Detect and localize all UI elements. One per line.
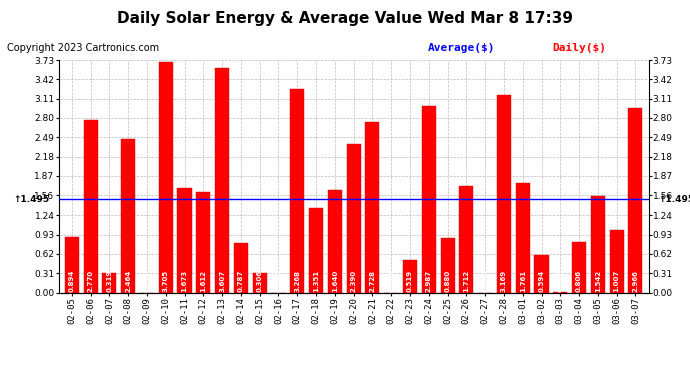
Text: Daily($): Daily($): [552, 43, 606, 53]
Text: 0.806: 0.806: [576, 270, 582, 292]
Text: 0.519: 0.519: [407, 270, 413, 292]
Bar: [328, 190, 342, 292]
Bar: [591, 196, 605, 292]
Text: 2.390: 2.390: [351, 270, 357, 292]
Text: 0.000: 0.000: [144, 270, 150, 292]
Bar: [403, 260, 417, 292]
Text: 2.966: 2.966: [633, 270, 638, 292]
Text: 0.594: 0.594: [538, 270, 544, 292]
Text: Daily Solar Energy & Average Value Wed Mar 8 17:39: Daily Solar Energy & Average Value Wed M…: [117, 11, 573, 26]
Text: 3.268: 3.268: [294, 270, 300, 292]
Text: 1.612: 1.612: [200, 270, 206, 292]
Text: Average($): Average($): [428, 43, 495, 53]
Bar: [102, 273, 117, 292]
Bar: [159, 62, 172, 292]
Bar: [177, 188, 192, 292]
Text: 0.787: 0.787: [238, 270, 244, 292]
Bar: [65, 237, 79, 292]
Text: ↑1.495: ↑1.495: [13, 195, 49, 204]
Text: 1.542: 1.542: [595, 270, 601, 292]
Bar: [234, 243, 248, 292]
Text: 1.712: 1.712: [464, 270, 469, 292]
Text: 0.002: 0.002: [558, 270, 563, 292]
Text: 0.880: 0.880: [444, 270, 451, 292]
Bar: [440, 238, 455, 292]
Text: 3.705: 3.705: [163, 270, 169, 292]
Text: 1.007: 1.007: [613, 270, 620, 292]
Text: 0.894: 0.894: [69, 270, 75, 292]
Bar: [422, 106, 436, 292]
Text: 1.351: 1.351: [313, 270, 319, 292]
Text: 0.000: 0.000: [388, 270, 394, 292]
Text: Copyright 2023 Cartronics.com: Copyright 2023 Cartronics.com: [7, 43, 159, 53]
Bar: [497, 95, 511, 292]
Text: 2.728: 2.728: [369, 270, 375, 292]
Text: 1.761: 1.761: [520, 270, 526, 292]
Bar: [121, 139, 135, 292]
Text: 0.000: 0.000: [482, 270, 488, 292]
Text: 2.770: 2.770: [88, 270, 94, 292]
Bar: [629, 108, 642, 292]
Bar: [215, 68, 229, 292]
Bar: [535, 255, 549, 292]
Text: 0.000: 0.000: [275, 270, 282, 292]
Text: 3.607: 3.607: [219, 270, 225, 292]
Text: 1.640: 1.640: [332, 270, 338, 292]
Bar: [366, 123, 380, 292]
Bar: [196, 192, 210, 292]
Text: 3.169: 3.169: [501, 270, 507, 292]
Text: ↑1.495: ↑1.495: [658, 195, 690, 204]
Bar: [83, 120, 98, 292]
Bar: [290, 89, 304, 292]
Bar: [346, 144, 361, 292]
Bar: [253, 273, 267, 292]
Text: 1.673: 1.673: [181, 270, 188, 292]
Text: 0.319: 0.319: [106, 270, 112, 292]
Text: 2.987: 2.987: [426, 270, 432, 292]
Text: 0.306: 0.306: [257, 270, 263, 292]
Bar: [309, 208, 323, 292]
Bar: [460, 186, 473, 292]
Bar: [515, 183, 530, 292]
Bar: [609, 230, 624, 292]
Text: 2.464: 2.464: [125, 270, 131, 292]
Bar: [572, 242, 586, 292]
